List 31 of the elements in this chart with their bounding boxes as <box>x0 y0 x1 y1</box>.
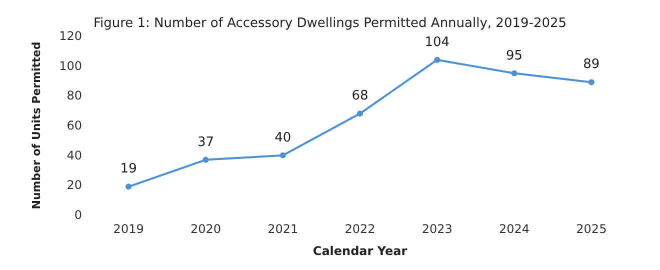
y-tick-label: 0 <box>74 208 82 222</box>
data-label: 104 <box>424 34 450 50</box>
x-tick-label: 2020 <box>190 222 221 236</box>
data-label: 68 <box>352 88 368 104</box>
point <box>280 152 286 158</box>
point <box>126 184 132 190</box>
x-tick-label: 2019 <box>113 222 144 236</box>
data-label: 19 <box>120 162 137 177</box>
x-tick-label: 2024 <box>499 222 530 236</box>
data-label: 95 <box>506 48 523 64</box>
data-label: 40 <box>274 130 292 146</box>
point <box>511 70 518 76</box>
y-tick-label: 100 <box>59 58 82 73</box>
y-tick-label: 80 <box>66 88 82 103</box>
chart-title: Figure 1: Number of Accessory Dwellings Permitted Annually, 2019-2025 <box>93 16 567 31</box>
data-label: 37 <box>197 134 214 150</box>
point <box>357 110 363 117</box>
point <box>434 56 440 63</box>
y-tick-label: 60 <box>66 118 82 132</box>
y-tick-label: 20 <box>66 178 82 192</box>
y-tick-label: 120 <box>59 29 82 43</box>
y-tick-label: 40 <box>66 148 82 162</box>
x-tick-label: 2025 <box>576 222 607 236</box>
x-tick-label: 2023 <box>422 222 452 236</box>
x-axis-title: Calendar Year <box>312 244 408 258</box>
x-tick-label: 2021 <box>268 222 298 236</box>
data-label: 89 <box>583 57 600 72</box>
point <box>588 79 594 86</box>
y-axis-title: Number of Units Permitted <box>30 42 43 210</box>
point <box>202 156 209 163</box>
x-tick-label: 2022 <box>344 222 376 236</box>
